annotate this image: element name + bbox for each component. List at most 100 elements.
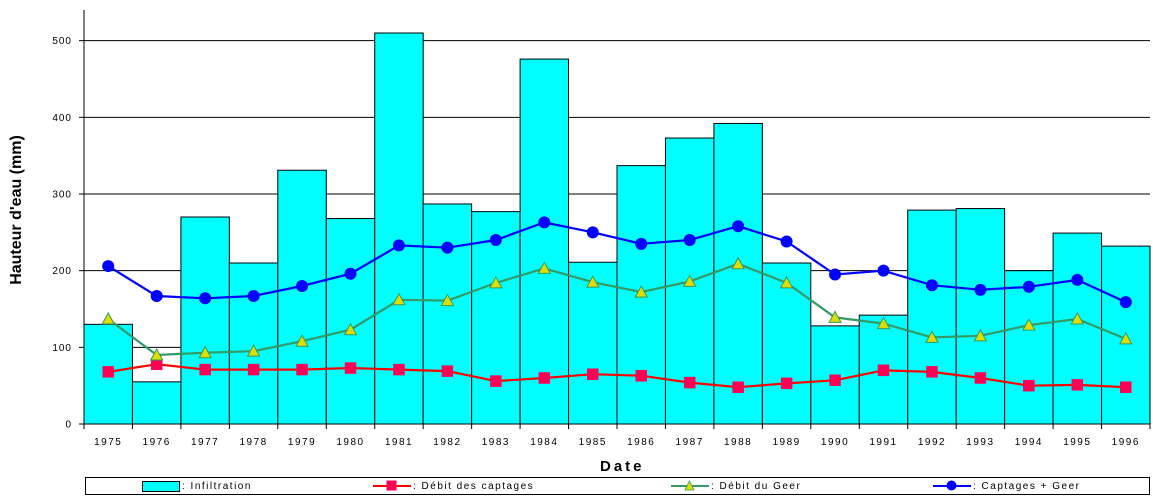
point-captages-geer-1994 (1022, 280, 1035, 293)
point-debit-geer-1983 (489, 275, 503, 289)
point-debit-geer-1977 (198, 345, 212, 359)
bar-infiltration-1982 (422, 203, 473, 425)
bar-infiltration-1979 (277, 169, 327, 425)
series-line-captages-geer (107, 221, 1127, 304)
x-tick-label-1979: 1979 (288, 437, 316, 448)
point-debit-captages-1977 (199, 363, 211, 376)
point-captages-geer-1982 (441, 241, 454, 254)
legend-swatch-captages-geer (933, 480, 971, 492)
bar-infiltration-1983 (471, 211, 521, 425)
legend-label-infiltration: : Infiltration (182, 480, 252, 492)
point-debit-captages-1987 (683, 376, 696, 389)
x-tick-label-1975: 1975 (94, 437, 122, 448)
point-debit-geer-1986 (634, 285, 649, 298)
y-tick-label-0: 0 (65, 420, 72, 431)
point-debit-captages-1995 (1071, 379, 1084, 391)
point-debit-captages-1975 (102, 366, 114, 378)
y-tick-label-100: 100 (52, 343, 72, 354)
legend-swatch-debit-captages (373, 480, 411, 492)
point-debit-captages-1993 (974, 372, 987, 384)
point-captages-geer-1993 (974, 283, 987, 296)
point-debit-geer-1980 (343, 322, 358, 336)
point-debit-geer-1994 (1022, 318, 1036, 331)
x-tick-label-1995: 1995 (1063, 437, 1091, 448)
point-debit-geer-1979 (295, 334, 309, 347)
bar-infiltration-1976 (131, 381, 182, 425)
point-debit-captages-1986 (635, 369, 647, 382)
x-tick-label-1989: 1989 (772, 437, 800, 448)
bar-infiltration-1984 (519, 58, 570, 425)
bar-infiltration-1980 (325, 218, 376, 425)
x-tick-label-1977: 1977 (191, 437, 219, 448)
point-captages-geer-1988 (732, 220, 745, 233)
x-tick-label-1987: 1987 (676, 437, 704, 448)
point-debit-captages-1983 (490, 375, 502, 387)
x-tick-label-1978: 1978 (239, 437, 267, 448)
legend-swatch-debit-geer (671, 480, 709, 492)
point-debit-captages-1979 (296, 363, 308, 376)
legend-item-infiltration: : Infiltration (142, 478, 252, 494)
y-tick-label-500: 500 (52, 36, 72, 47)
bar-infiltration-1992 (907, 209, 957, 425)
x-axis-title: Date (600, 458, 645, 475)
bar-infiltration-1995 (1052, 232, 1103, 425)
point-debit-geer-1975 (101, 311, 116, 325)
point-captages-geer-1976 (150, 289, 163, 302)
point-debit-geer-1981 (392, 292, 406, 306)
x-tick-label-1996: 1996 (1112, 437, 1140, 448)
point-captages-geer-1978 (247, 289, 260, 302)
point-debit-geer-1993 (973, 328, 988, 342)
point-debit-captages-1994 (1023, 379, 1035, 392)
point-captages-geer-1985 (586, 226, 599, 239)
point-debit-captages-1992 (926, 366, 938, 378)
legend-item-debit-geer: : Débit du Geer (671, 478, 801, 494)
point-captages-geer-1989 (780, 235, 793, 248)
x-tick-label-1991: 1991 (869, 437, 897, 448)
point-debit-captages-1982 (441, 365, 454, 377)
bar-infiltration-1981 (374, 32, 424, 425)
point-captages-geer-1992 (925, 279, 938, 292)
point-debit-captages-1980 (344, 362, 357, 374)
point-captages-geer-1986 (635, 237, 648, 250)
bar-infiltration-1989 (761, 262, 812, 425)
point-debit-geer-1978 (246, 344, 261, 357)
bar-infiltration-1994 (1004, 270, 1054, 425)
x-tick-label-1994: 1994 (1015, 437, 1043, 448)
bar-infiltration-1977 (180, 216, 230, 425)
legend-item-captages-geer: : Captages + Geer (933, 478, 1081, 494)
bar-infiltration-1993 (955, 208, 1006, 425)
legend-label-captages-geer: : Captages + Geer (973, 480, 1081, 492)
x-tick-label-1985: 1985 (579, 437, 607, 448)
x-tick-label-1983: 1983 (482, 437, 510, 448)
point-debit-captages-1989 (780, 377, 793, 390)
point-captages-geer-1990 (829, 268, 842, 281)
y-tick-label-200: 200 (52, 266, 72, 277)
x-tick-label-1982: 1982 (433, 437, 461, 448)
point-debit-captages-1984 (538, 372, 551, 384)
point-captages-geer-1991 (877, 264, 890, 277)
point-debit-captages-1981 (393, 363, 405, 376)
point-debit-geer-1982 (440, 293, 455, 307)
bar-infiltration-1978 (228, 262, 279, 425)
x-tick-label-1976: 1976 (143, 437, 171, 448)
point-captages-geer-1980 (344, 267, 357, 280)
point-captages-geer-1983 (489, 234, 502, 246)
point-captages-geer-1981 (392, 239, 405, 252)
point-debit-geer-1995 (1070, 311, 1085, 325)
point-captages-geer-1975 (102, 260, 115, 273)
point-debit-captages-1996 (1120, 381, 1132, 393)
point-debit-geer-1988 (731, 256, 745, 270)
legend: : Infiltration : Débit des captages : Dé… (85, 477, 1150, 495)
legend-label-debit-geer: : Débit du Geer (711, 480, 802, 492)
x-tick-label-1984: 1984 (530, 437, 558, 448)
y-tick-label-400: 400 (52, 113, 72, 124)
point-debit-geer-1984 (537, 261, 552, 274)
x-tick-label-1980: 1980 (336, 437, 364, 448)
legend-item-debit-captages: : Débit des captages (373, 478, 534, 494)
y-tick-label-300: 300 (52, 190, 72, 201)
series-line-debit-captages (108, 363, 1126, 389)
point-captages-geer-1995 (1071, 273, 1084, 286)
x-tick-label-1986: 1986 (627, 437, 655, 448)
point-debit-captages-1991 (877, 364, 890, 377)
